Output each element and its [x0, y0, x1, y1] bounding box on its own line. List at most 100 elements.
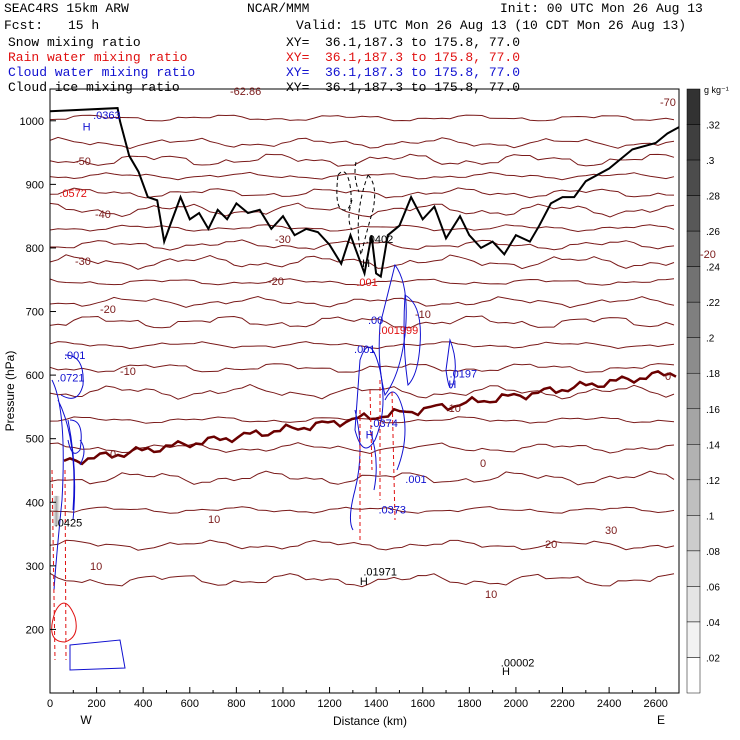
colorbar-cell	[686, 479, 701, 516]
colorbar-label: .16	[706, 405, 720, 416]
cloud-water-contour	[403, 294, 421, 387]
x-tick-label: 1400	[364, 698, 388, 710]
temperature-contour	[49, 572, 675, 588]
colorbar-cell	[686, 515, 701, 552]
x-tick-label: 1800	[457, 698, 481, 710]
colorbar-label: .18	[706, 369, 720, 380]
colorbar-cell	[686, 657, 701, 694]
snow-contour	[336, 171, 352, 211]
y-tick-label: 1000	[20, 116, 44, 128]
temperature-contour	[49, 136, 675, 150]
colorbar-cell	[686, 159, 701, 196]
temperature-contour	[49, 470, 675, 486]
colorbar-label: .28	[706, 192, 720, 203]
temperature-label: -20	[100, 304, 116, 316]
x-tick-label: 600	[181, 698, 199, 710]
colorbar-cell	[686, 550, 701, 587]
chart-annotation: .0373	[378, 505, 406, 517]
temperature-contour	[49, 295, 675, 309]
temperature-label: 10	[485, 589, 497, 601]
colorbar-label: .2	[706, 334, 715, 345]
y-tick-label: 800	[26, 243, 44, 255]
colorbar-label: .32	[706, 121, 720, 132]
chart-annotation: H	[360, 576, 368, 588]
chart-annotation: .001	[356, 277, 377, 289]
chart-annotation: .01971	[363, 566, 397, 578]
rain-water-contour	[51, 602, 77, 643]
temperature-label: -30	[275, 234, 291, 246]
temperature-contour	[49, 315, 675, 329]
chart-annotation: .001	[354, 344, 375, 356]
temperature-contour	[49, 341, 675, 350]
colorbar-cell	[686, 88, 701, 125]
rain-water-contour	[64, 469, 67, 661]
x-tick-label: 2400	[597, 698, 621, 710]
y-tick-label: 400	[26, 497, 44, 509]
temperature-label: -10	[120, 366, 136, 378]
x-tick-label: 2200	[550, 698, 574, 710]
temperature-label: 10	[208, 514, 220, 526]
chart-annotation: .001	[64, 350, 85, 362]
chart-annotation: .0572	[59, 188, 87, 200]
x-tick-label: 200	[87, 698, 105, 710]
temperature-label: -40	[95, 209, 111, 221]
colorbar-label: .3	[706, 156, 715, 167]
temperature-contour	[49, 416, 675, 424]
temperature-contour	[49, 539, 675, 551]
temperature-contour	[49, 278, 675, 286]
y-axis-label: Pressure (hPa)	[3, 351, 17, 432]
colorbar-cell	[686, 230, 701, 267]
colorbar-unit: g kg⁻¹	[704, 85, 729, 95]
y-tick-label: 300	[26, 561, 44, 573]
temperature-label: -50	[75, 156, 91, 168]
colorbar-label: .08	[706, 547, 720, 558]
rain-water-contour	[369, 389, 373, 471]
temperature-contour	[49, 114, 675, 122]
y-tick-label: 900	[26, 179, 44, 191]
temperature-label: 0	[110, 449, 116, 461]
temperature-label: -62.86	[230, 86, 261, 98]
temperature-label: -30	[75, 256, 91, 268]
chart-annotation: .00	[368, 315, 383, 327]
colorbar-label: .06	[706, 582, 720, 593]
chart-annotation: .0402	[366, 234, 394, 246]
colorbar-cell	[686, 408, 701, 445]
chart-annotation: .001999	[378, 325, 418, 337]
snow-contour	[348, 199, 353, 231]
chart-annotation: .00002	[501, 657, 535, 669]
annotations: H.00002H.01971.0425.0373.001H.0374.0721H…	[55, 110, 535, 678]
colorbar-cell	[686, 444, 701, 481]
y-tick-label: 700	[26, 307, 44, 319]
cloud-water-contour	[51, 354, 84, 591]
chart-annotation: .0374	[370, 418, 398, 430]
colorbar-label: .14	[706, 440, 720, 451]
y-tick-label: 600	[26, 370, 44, 382]
cloud-water-contour	[445, 338, 456, 389]
legend-snow-xy: XY= 36.1,187.3 to 175.8, 77.0	[286, 35, 521, 50]
colorbar: .32 .3 .28 .26 .24 .22 .2 .18 .16 .14 .12 .1 .08 .06.…	[686, 85, 729, 694]
temperature-contour	[50, 239, 675, 251]
x-end-left: W	[80, 713, 92, 727]
temperature-contours	[49, 114, 677, 588]
y-tick-label: 500	[26, 434, 44, 446]
init-time: Init: 00 UTC Mon 26 Aug 13	[500, 1, 703, 16]
x-tick-label: 0	[47, 698, 53, 710]
chart-annotation: .0197	[450, 369, 478, 381]
colorbar-cell	[686, 621, 701, 658]
legend-ice-name: Cloud ice mixing ratio	[8, 80, 180, 95]
temperature-label: 0	[480, 458, 486, 470]
fcst-value: 15 h	[68, 18, 100, 33]
colorbar-label: .02	[706, 653, 720, 664]
chart-annotation: H	[502, 666, 510, 678]
temperature-label: 0	[665, 371, 671, 383]
x-tick-label: 400	[134, 698, 152, 710]
legend-cloud-xy: XY= 36.1,187.3 to 175.8, 77.0	[286, 65, 521, 80]
temperature-contour	[49, 254, 675, 270]
plot-frame	[49, 88, 680, 694]
temperature-label: -20	[700, 249, 716, 261]
temperature-contour	[49, 363, 675, 373]
colorbar-cell	[686, 195, 701, 232]
chart-annotation: .0363	[93, 110, 121, 122]
temperature-label: 10	[90, 561, 102, 573]
